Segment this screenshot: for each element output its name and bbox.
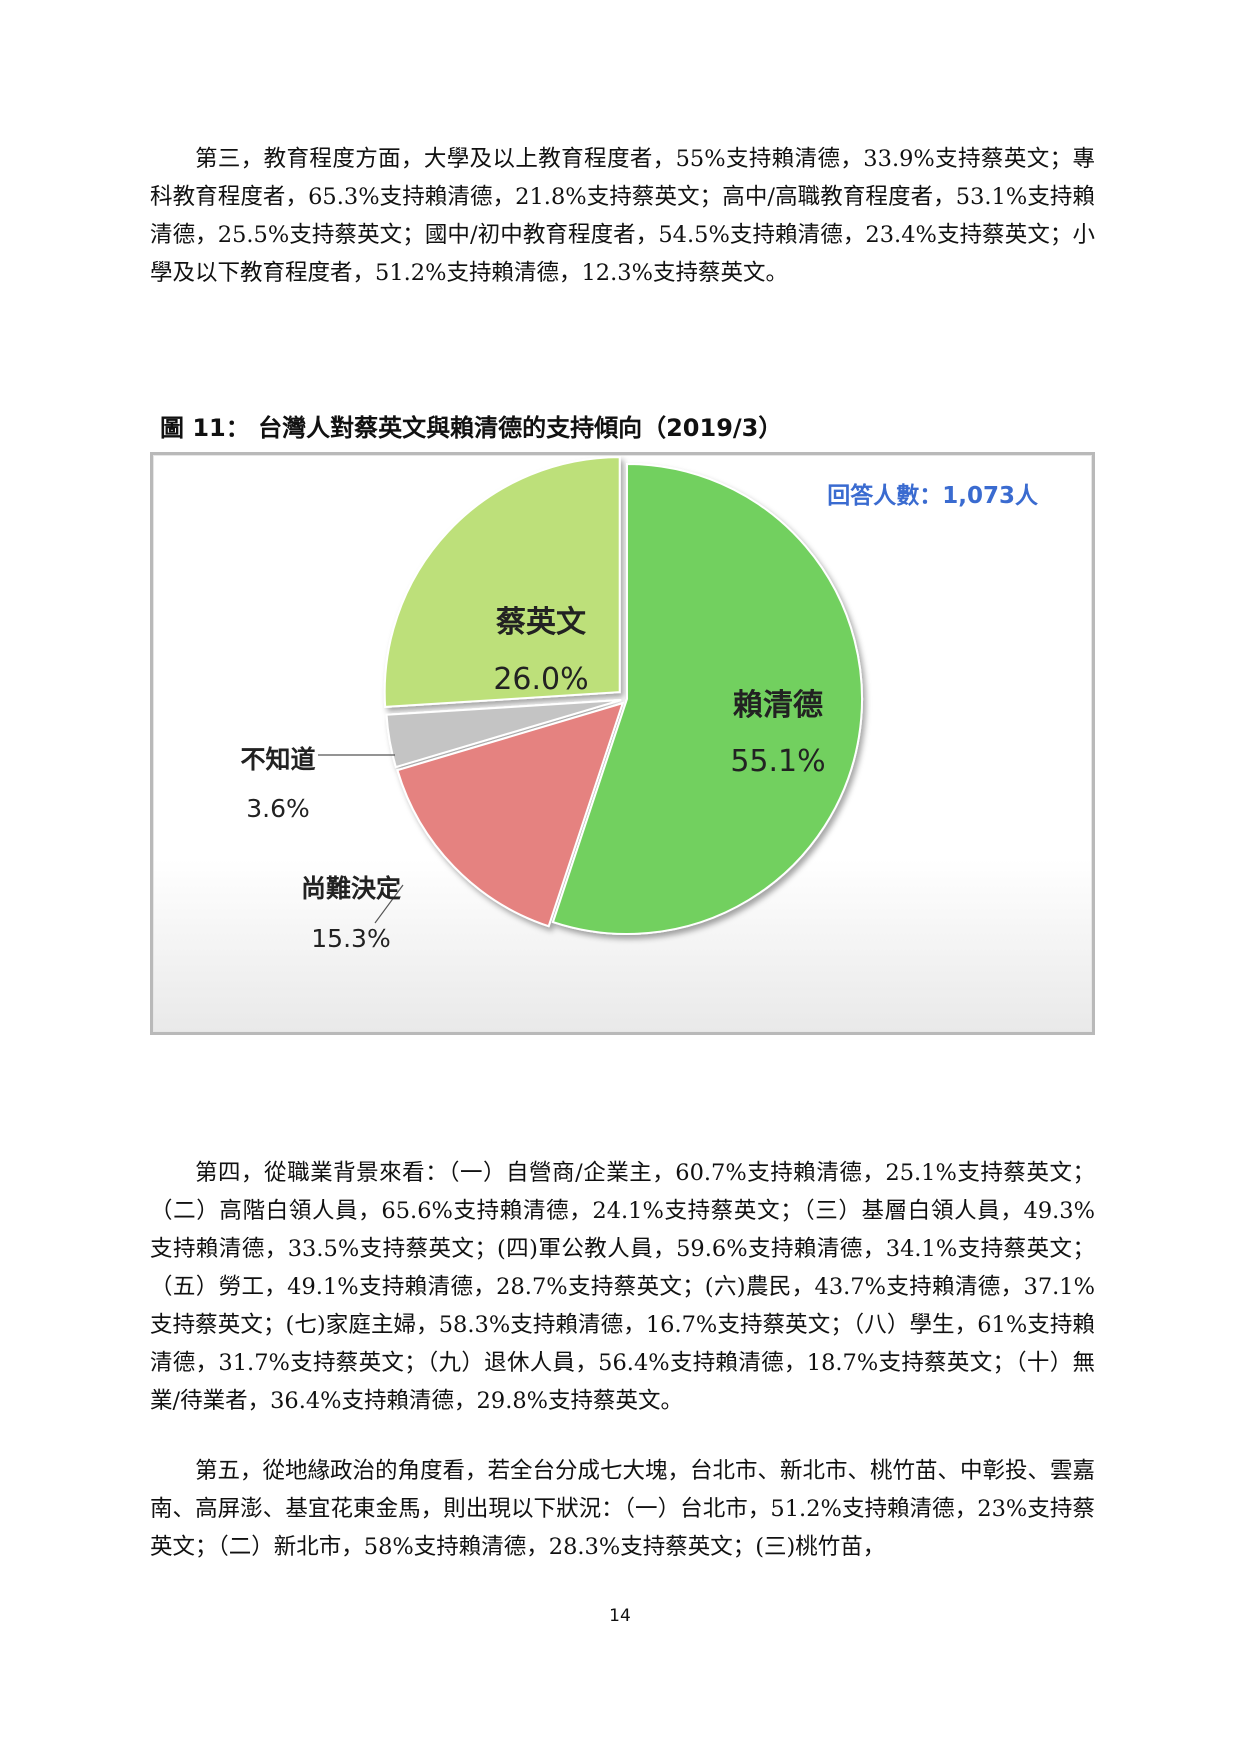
slice-value-label-1: 55.1% [730,744,825,779]
slice-name-label-2: 尚難決定 [301,874,401,903]
figure-caption: 圖 11： 台灣人對蔡英文與賴清德的支持傾向（2019/3） [160,414,783,442]
paragraph-education: 第三，教育程度方面，大學及以上教育程度者，55%支持賴清德，33.9%支持蔡英文… [150,146,1095,286]
pie-chart-frame: 回答人數：1,073人 賴清德 55.1% 尚難決定 15.3% 不知道 3.6% 蔡英文 2… [150,452,1095,1035]
pie-slice-2 [396,701,625,928]
paragraph-occupation: 第四，從職業背景來看：（一）自營商/企業主，60.7%支持賴清德，25.1%支持… [150,1160,1095,1414]
pie-slice-1 [551,462,863,935]
slice-name-label-1: 賴清德 [733,688,823,723]
respondent-count-label: 回答人數：1,073人 [827,482,1039,509]
slice-name-label-3: 不知道 [240,745,315,774]
slice-value-label-4: 26.0% [493,662,588,697]
pie-slice-3 [385,699,622,769]
paragraph-region: 第五，從地緣政治的角度看，若全台分成七大塊，台北市、新北市、桃竹苗、中彰投、雲嘉… [150,1458,1096,1560]
slice-value-label-2: 15.3% [311,924,390,953]
pie-chart: 回答人數：1,073人 賴清德 55.1% 尚難決定 15.3% 不知道 3.6% 蔡英文 2… [240,456,1039,953]
page-number: 14 [609,1606,631,1626]
leader-line-2 [374,884,404,924]
slice-value-label-3: 3.6% [246,794,310,823]
pie-slice-4 [383,456,621,708]
slice-name-label-4: 蔡英文 [496,605,586,640]
